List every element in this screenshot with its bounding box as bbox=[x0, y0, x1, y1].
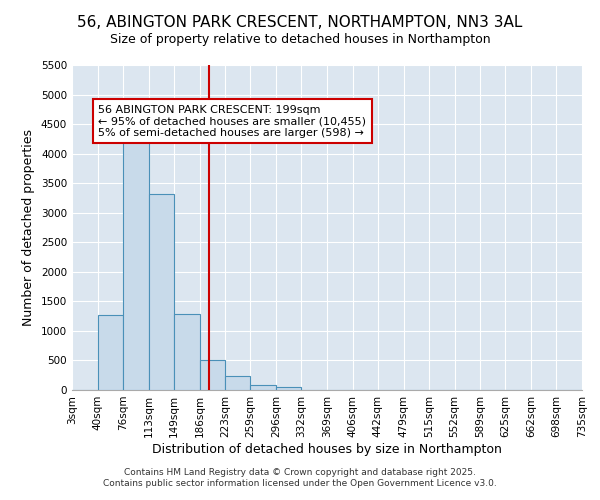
Text: 56 ABINGTON PARK CRESCENT: 199sqm
← 95% of detached houses are smaller (10,455)
: 56 ABINGTON PARK CRESCENT: 199sqm ← 95% … bbox=[98, 104, 367, 138]
Bar bbox=[225, 376, 250, 390]
Bar bbox=[149, 194, 174, 390]
Y-axis label: Number of detached properties: Number of detached properties bbox=[22, 129, 35, 326]
Bar bbox=[199, 360, 225, 390]
Bar bbox=[174, 314, 199, 390]
Bar bbox=[250, 386, 276, 390]
Text: Contains HM Land Registry data © Crown copyright and database right 2025.
Contai: Contains HM Land Registry data © Crown c… bbox=[103, 468, 497, 487]
Text: Size of property relative to detached houses in Northampton: Size of property relative to detached ho… bbox=[110, 32, 490, 46]
Bar bbox=[123, 132, 149, 390]
Text: 56, ABINGTON PARK CRESCENT, NORTHAMPTON, NN3 3AL: 56, ABINGTON PARK CRESCENT, NORTHAMPTON,… bbox=[77, 15, 523, 30]
Bar bbox=[276, 387, 301, 390]
Bar bbox=[98, 315, 123, 390]
X-axis label: Distribution of detached houses by size in Northampton: Distribution of detached houses by size … bbox=[152, 442, 502, 456]
